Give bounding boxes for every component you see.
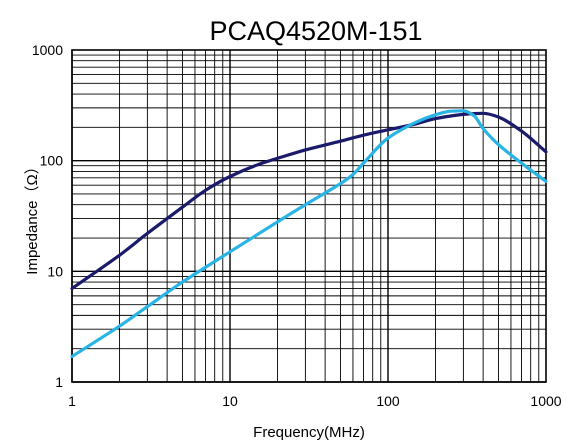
plot-frame (71, 49, 547, 383)
series-line-1 (70, 111, 548, 291)
tick-labels: 1 10 100 1000 1 10 100 1000 (32, 42, 562, 409)
chart-title: PCAQ4520M-151 (209, 16, 422, 46)
y-axis-label: Impedance（Ω） (24, 159, 41, 274)
y-tick-label: 1000 (32, 42, 63, 58)
x-axis-label: Frequency(MHz) (253, 424, 365, 441)
grid (71, 50, 546, 383)
x-tick-label: 10 (222, 393, 238, 409)
x-tick-label: 1000 (530, 393, 561, 409)
x-tick-label: 1 (68, 393, 76, 409)
series-layer (70, 109, 548, 359)
y-tick-label: 1 (55, 374, 63, 390)
series-line-2 (70, 109, 548, 359)
x-tick-label: 100 (376, 393, 400, 409)
y-tick-label: 10 (47, 263, 63, 279)
y-tick-label: 100 (40, 153, 64, 169)
